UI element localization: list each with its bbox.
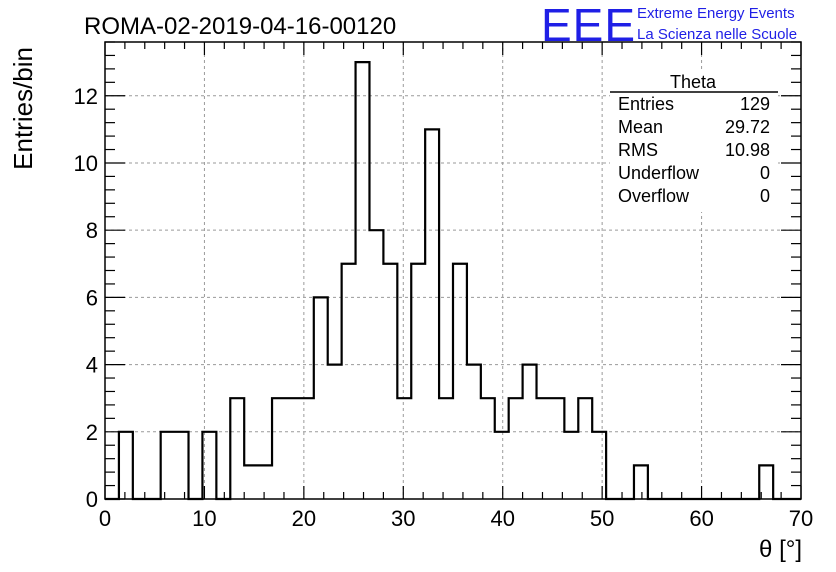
- stats-row-value: 0: [760, 163, 770, 183]
- histogram-bin: [230, 398, 244, 499]
- histogram-bin: [272, 398, 286, 499]
- histogram-bin: [537, 398, 551, 499]
- stats-row-value: 129: [740, 94, 770, 114]
- histogram-bin: [397, 398, 411, 499]
- histogram-bin: [439, 398, 453, 499]
- histogram-bin: [342, 264, 356, 499]
- y-tick-label: 0: [86, 487, 98, 512]
- histogram-bin: [161, 432, 175, 499]
- y-axis-label: Entries/bin: [8, 47, 38, 170]
- histogram-bin: [578, 398, 592, 499]
- histogram-bin: [453, 264, 467, 499]
- histogram-bin: [425, 129, 439, 499]
- x-tick-label: 70: [789, 506, 813, 531]
- histogram-bin: [509, 398, 523, 499]
- y-tick-label: 6: [86, 285, 98, 310]
- histogram-bin: [523, 365, 537, 499]
- stats-row-value: 10.98: [725, 140, 770, 160]
- histogram-bin: [467, 365, 481, 499]
- stats-row-value: 29.72: [725, 117, 770, 137]
- stats-row-label: RMS: [618, 140, 658, 160]
- x-axis-label: θ [°]: [759, 536, 802, 563]
- histogram-bin: [202, 432, 216, 499]
- histogram-bin: [411, 264, 425, 499]
- project-subtitle: La Scienza nelle Scuole: [637, 26, 797, 43]
- x-tick-label: 20: [292, 506, 316, 531]
- x-tick-label: 40: [490, 506, 514, 531]
- stats-row-label: Entries: [618, 94, 674, 114]
- x-tick-label: 10: [192, 506, 216, 531]
- histogram-bin: [258, 465, 272, 499]
- stats-row-label: Mean: [618, 117, 663, 137]
- y-tick-label: 10: [74, 151, 98, 176]
- x-tick-label: 30: [391, 506, 415, 531]
- y-tick-label: 12: [74, 84, 98, 109]
- histogram-bin: [119, 432, 133, 499]
- x-tick-label: 0: [99, 506, 111, 531]
- histogram-bin: [383, 264, 397, 499]
- stats-box-background: [610, 72, 778, 212]
- stats-row-value: 0: [760, 186, 770, 206]
- y-tick-label: 4: [86, 353, 98, 378]
- histogram-bin: [175, 432, 189, 499]
- stats-row-label: Underflow: [618, 163, 700, 183]
- histogram-bin: [592, 432, 606, 499]
- histogram-bin: [356, 62, 370, 499]
- x-tick-label: 50: [590, 506, 614, 531]
- histogram-bin: [495, 432, 509, 499]
- y-tick-label: 2: [86, 420, 98, 445]
- y-tick-label: 8: [86, 218, 98, 243]
- histogram-bin: [550, 398, 564, 499]
- project-name: Extreme Energy Events: [637, 5, 795, 22]
- stats-box: Theta Entries 129 Mean 29.72 RMS 10.98 Underfl…: [610, 72, 778, 212]
- histogram-bin: [564, 432, 578, 499]
- plot-frame: [104, 41, 802, 500]
- histogram-bin: [300, 398, 314, 499]
- stats-rows: Entries 129 Mean 29.72 RMS 10.98 Underflow 0 Ove…: [618, 94, 770, 206]
- tick-labels: 0 10 20 30 40 50 60 70 0 2 4 6 8 10 12: [74, 84, 814, 531]
- histogram-bin: [481, 398, 495, 499]
- x-tick-label: 60: [689, 506, 713, 531]
- histogram-bin: [244, 465, 258, 499]
- stats-title: Theta: [670, 72, 717, 92]
- histogram-bin: [759, 465, 773, 499]
- histogram-bin: [634, 465, 648, 499]
- histogram-bin: [314, 297, 328, 499]
- histogram-bin: [286, 398, 300, 499]
- run-title: ROMA-02-2019-04-16-00120: [84, 13, 396, 40]
- stats-row-label: Overflow: [618, 186, 690, 206]
- histogram-bin: [328, 365, 342, 499]
- histogram-bin: [369, 230, 383, 499]
